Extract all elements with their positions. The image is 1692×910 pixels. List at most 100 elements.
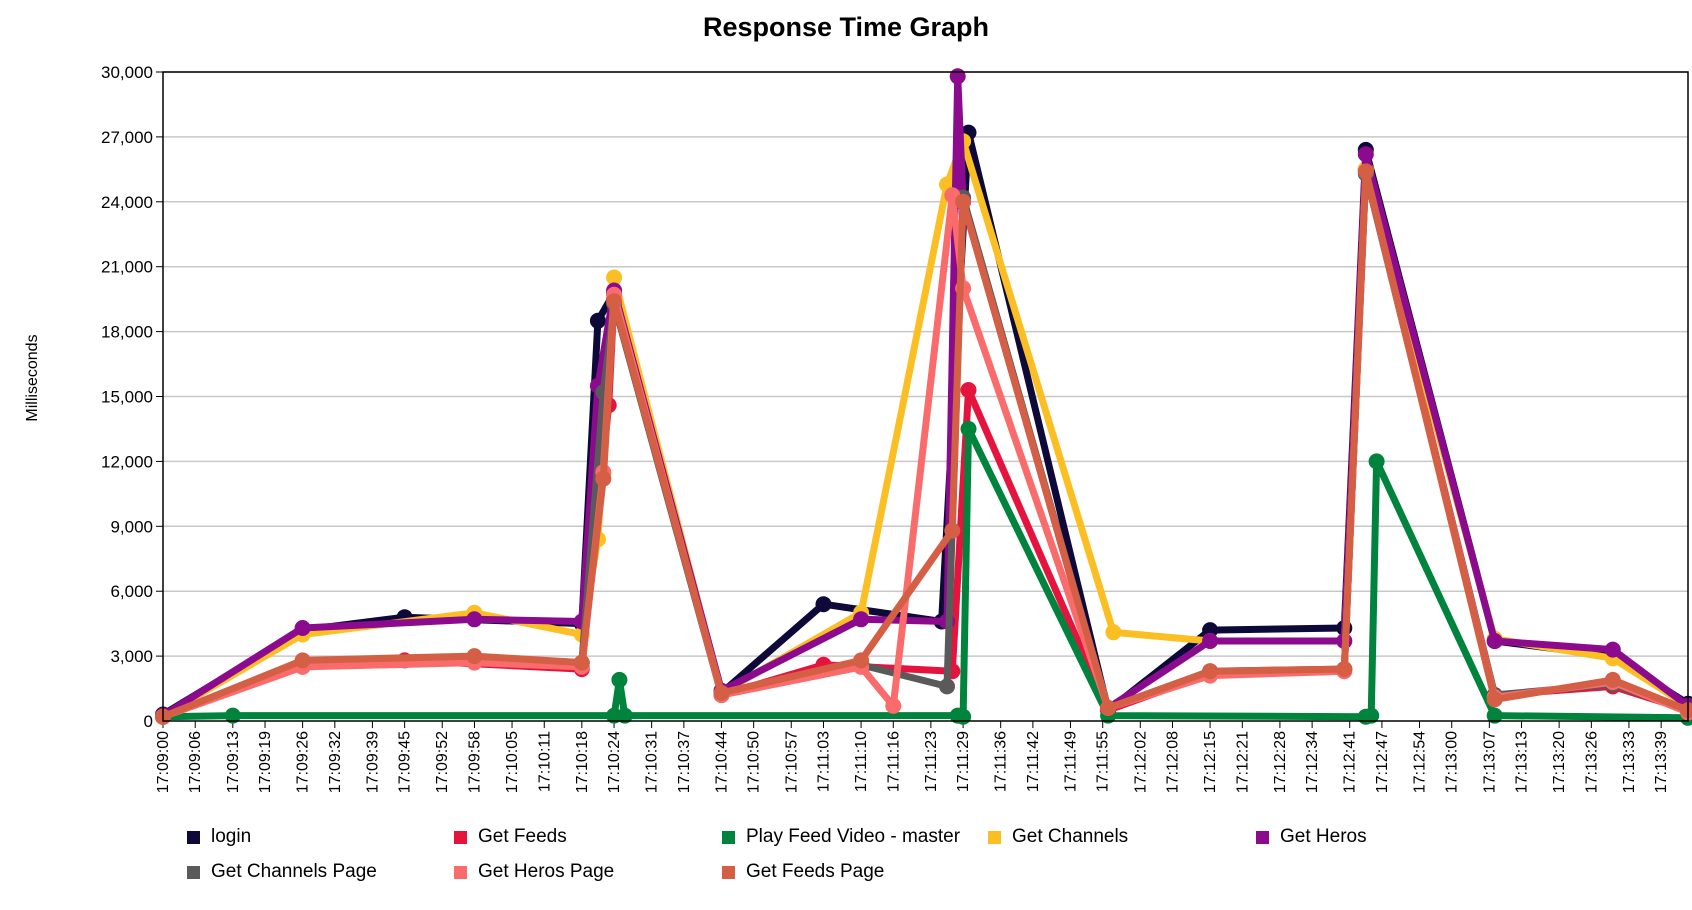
x-tick-label: 17:13:13 <box>1514 731 1531 793</box>
legend-label: Get Channels <box>1012 826 1129 847</box>
legend-swatch <box>454 830 467 844</box>
data-point <box>955 708 972 725</box>
chart-title: Response Time Graph <box>702 12 990 42</box>
x-tick-label: 17:11:10 <box>853 731 870 792</box>
data-point <box>1202 633 1219 649</box>
legend-item: Get Heros Page <box>454 861 614 883</box>
x-tick-label: 17:13:07 <box>1481 731 1498 793</box>
y-tick-label: 24,000 <box>101 193 153 212</box>
data-point <box>1680 702 1692 719</box>
x-tick-label: 17:11:03 <box>815 731 832 792</box>
x-tick-label: 17:12:34 <box>1304 731 1321 793</box>
data-point <box>1357 163 1374 180</box>
legend-swatch <box>722 830 735 844</box>
legend-item: login <box>187 826 251 848</box>
legend-label: Play Feed Video - master <box>746 826 961 847</box>
y-tick-label: 6,000 <box>110 582 153 601</box>
legend-swatch <box>187 830 200 844</box>
y-tick-label: 18,000 <box>101 323 153 342</box>
legend-item: Get Channels <box>988 826 1128 848</box>
x-tick-label: 17:09:26 <box>295 731 312 793</box>
data-point <box>294 620 311 636</box>
data-point <box>466 648 483 665</box>
series-lines <box>155 68 1692 726</box>
data-point <box>853 611 870 628</box>
legend-label: login <box>211 826 252 847</box>
x-tick-label: 17:10:18 <box>574 731 591 793</box>
data-point <box>1486 633 1503 649</box>
legend-swatch <box>722 865 735 879</box>
data-point <box>1604 671 1621 688</box>
axes <box>162 71 1689 722</box>
data-point <box>1100 700 1117 716</box>
data-point <box>885 697 902 714</box>
data-point <box>955 193 972 210</box>
plot-frame <box>162 71 1689 722</box>
legend-label: Get Heros Page <box>478 861 615 882</box>
x-tick-label: 17:09:52 <box>434 731 451 793</box>
x-tick-label: 17:09:39 <box>364 731 381 793</box>
legend-item: Get Channels Page <box>187 861 377 883</box>
data-point <box>960 382 977 398</box>
x-tick-label: 17:11:55 <box>1095 731 1112 792</box>
x-tick-label: 17:13:33 <box>1621 731 1638 793</box>
x-tick-label: 17:11:42 <box>1025 731 1042 792</box>
x-tick-label: 17:10:50 <box>746 731 763 793</box>
data-point <box>853 652 870 669</box>
x-tick-label: 17:11:49 <box>1062 731 1079 792</box>
data-point <box>606 293 623 310</box>
x-tick-label: 17:09:45 <box>397 731 414 793</box>
legend-item: Get Feeds <box>454 826 567 848</box>
x-tick-label: 17:12:54 <box>1412 731 1429 793</box>
data-point <box>815 596 832 613</box>
legend-swatch <box>454 865 467 879</box>
x-tick-label: 17:10:57 <box>783 731 800 793</box>
x-tick-label: 17:13:20 <box>1551 731 1568 793</box>
data-point <box>595 470 612 487</box>
legend-swatch <box>988 830 1001 844</box>
data-point <box>573 654 590 671</box>
y-tick-label: 12,000 <box>101 452 153 471</box>
data-point <box>224 707 241 724</box>
x-tick-label: 17:11:29 <box>955 731 972 792</box>
data-point <box>1486 691 1503 708</box>
legend-swatch <box>187 865 200 879</box>
data-point <box>1357 146 1374 163</box>
y-tick-label: 21,000 <box>101 258 153 277</box>
y-tick-label: 0 <box>144 712 153 731</box>
data-point <box>1202 663 1219 680</box>
data-point <box>294 652 311 669</box>
x-tick-label: 17:11:16 <box>885 731 902 792</box>
data-point <box>939 678 955 695</box>
x-tick-label: 17:12:28 <box>1272 731 1289 793</box>
x-tick-label: 17:13:00 <box>1444 731 1461 793</box>
x-tick-label: 17:10:31 <box>644 731 661 793</box>
data-point <box>1604 641 1621 658</box>
y-tick-label: 27,000 <box>101 128 153 147</box>
data-point <box>606 269 623 286</box>
data-point <box>944 522 961 539</box>
series-line <box>159 72 1692 720</box>
legend-item: Get Feeds Page <box>722 861 884 883</box>
y-tick-label: 30,000 <box>101 63 153 82</box>
x-tick-label: 17:09:06 <box>187 731 204 793</box>
data-point <box>466 611 483 628</box>
x-tick-label: 17:09:58 <box>466 731 483 793</box>
y-tick-label: 3,000 <box>110 647 153 666</box>
data-point <box>1105 624 1122 641</box>
x-tick-label: 17:12:08 <box>1165 731 1182 793</box>
x-tick-label: 17:11:23 <box>923 731 940 792</box>
data-point <box>960 420 977 437</box>
data-point <box>949 68 966 85</box>
data-point <box>1336 661 1353 678</box>
data-point <box>589 312 606 329</box>
x-tick-label: 17:09:00 <box>155 731 172 793</box>
legend-item: Get Heros <box>1256 826 1367 848</box>
x-tick-label: 17:10:44 <box>713 731 730 793</box>
x-tick-label: 17:13:39 <box>1653 731 1670 793</box>
data-point <box>616 707 633 724</box>
data-point <box>611 671 628 688</box>
x-tick-label: 17:10:11 <box>536 731 553 792</box>
data-point <box>1363 707 1380 724</box>
